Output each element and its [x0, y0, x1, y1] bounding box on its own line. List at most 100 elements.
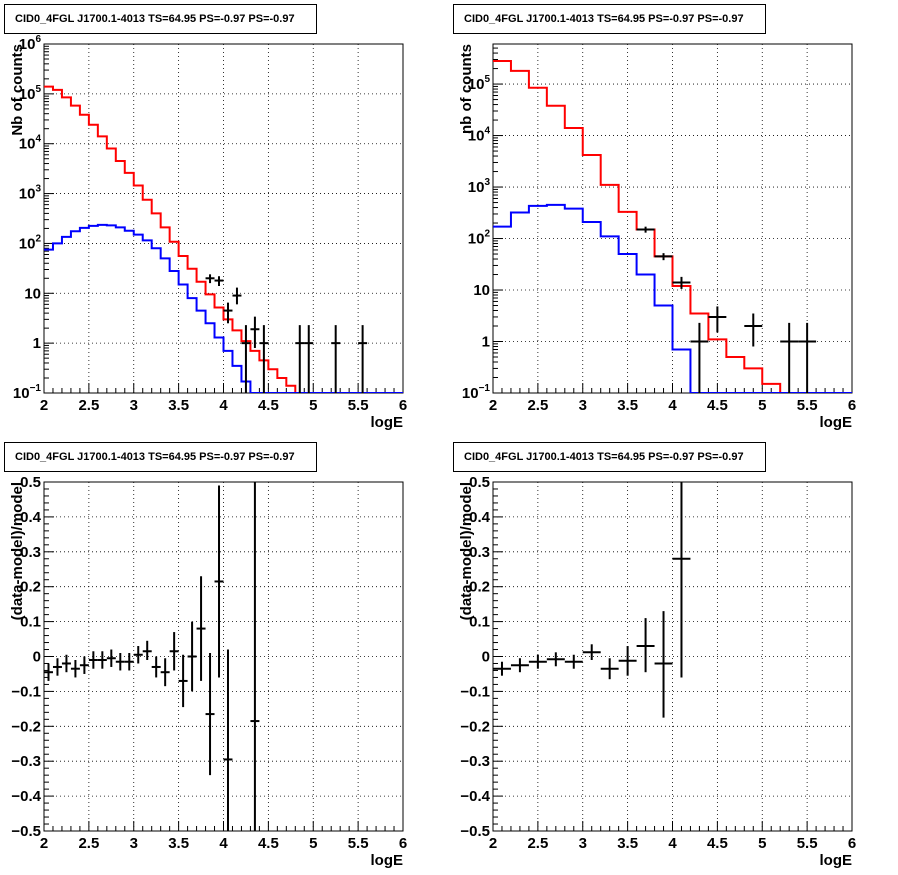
plot-area: [493, 60, 852, 393]
axis-ticks: [43, 481, 404, 832]
x-tick-label: 3: [130, 397, 138, 414]
data-point: [798, 322, 817, 393]
data-point: [151, 656, 161, 678]
y-tick-label: −0.1: [460, 683, 490, 700]
x-tick-label: 5: [309, 835, 317, 852]
series-0-step-line: [44, 85, 403, 393]
x-tick-label: 2: [489, 397, 497, 414]
data-point: [636, 618, 655, 673]
y-tick-label: 10: [24, 285, 41, 302]
data-point: [618, 646, 637, 676]
data-point: [169, 632, 179, 671]
panel-top-right: 2 2.5 3 3.5 4 4.5 5 5.5 6 10−1 1 10 102 103 104 105 logE…: [449, 0, 898, 437]
x-axis-label: logE: [820, 852, 853, 869]
data-point: [232, 287, 242, 305]
x-tick-label: 4: [668, 835, 677, 852]
chart-title: CID0_4FGL J1700.1-4013 TS=64.95 PS=-0.97…: [453, 4, 766, 34]
data-point: [223, 649, 233, 831]
data-point: [241, 325, 251, 393]
data-point: [250, 482, 260, 831]
data-point: [250, 316, 260, 348]
x-tick-label: 4: [219, 397, 228, 414]
data-point: [528, 654, 547, 669]
chart-title: CID0_4FGL J1700.1-4013 TS=64.95 PS=-0.97…: [4, 442, 317, 472]
x-tick-label: 5.5: [348, 835, 369, 852]
x-tick-label: 2.5: [78, 397, 99, 414]
y-axis-label: nb of counts: [458, 44, 475, 134]
data-point: [106, 649, 116, 667]
y-tick-label: 0.2: [20, 579, 41, 596]
series-1-step-line: [493, 203, 852, 393]
data-point: [187, 621, 197, 692]
y-axis-label: (data-model)/model: [458, 482, 475, 620]
y-tick-label: 0: [33, 649, 41, 666]
x-tick-label: 3: [130, 835, 138, 852]
x-tick-label: 2: [40, 835, 48, 852]
data-point: [654, 611, 673, 718]
y-tick-label: 0.2: [469, 579, 490, 596]
data-point: [214, 485, 224, 678]
x-tick-label: 5.5: [797, 835, 818, 852]
y-tick-label: 10: [473, 282, 490, 299]
panel-bottom-left: 2 2.5 3 3.5 4 4.5 5 5.5 6 −0.5 −0.4 −0.3 −0.2 −0.1 0 0.…: [0, 438, 449, 875]
y-tick-label: 106: [19, 34, 42, 53]
data-point: [654, 253, 673, 261]
y-tick-label: −0.1: [11, 683, 41, 700]
y-tick-label: −0.5: [460, 823, 490, 840]
x-tick-label: 5.5: [797, 397, 818, 414]
grid: [44, 482, 403, 831]
x-tick-label: 5: [309, 397, 317, 414]
plot-area: [44, 482, 260, 831]
data-point: [178, 654, 188, 708]
x-tick-label: 4: [668, 397, 677, 414]
y-tick-label: 10−1: [462, 383, 491, 402]
data-point: [88, 651, 98, 669]
data-point: [115, 653, 125, 671]
data-point: [160, 658, 170, 687]
data-point: [205, 653, 215, 776]
x-tick-label: 4.5: [707, 835, 728, 852]
y-axis-label: Nb of counts: [9, 44, 26, 136]
axis-ticks: [492, 481, 853, 832]
data-point: [690, 322, 709, 393]
x-tick-label: 3.5: [617, 397, 638, 414]
data-point: [44, 663, 53, 681]
series-1-step-line: [44, 223, 403, 393]
axis-ticks: [43, 43, 404, 394]
data-point: [510, 658, 529, 673]
y-tick-label: −0.3: [460, 753, 490, 770]
data-point: [672, 276, 691, 289]
x-axis-label: logE: [820, 414, 853, 431]
data-point: [196, 576, 206, 681]
data-point: [636, 226, 655, 233]
chart-bottom-right: 2 2.5 3 3.5 4 4.5 5 5.5 6 −0.5 −0.4 −0.3 −0.2 −0.1 0 0.…: [458, 474, 856, 869]
data-point: [214, 276, 224, 287]
x-tick-label: 3.5: [168, 835, 189, 852]
x-tick-label: 6: [848, 835, 856, 852]
data-point: [780, 322, 799, 393]
x-tick-label: 4.5: [707, 397, 728, 414]
x-tick-label: 5.5: [348, 397, 369, 414]
panel-top-left: 2 2.5 3 3.5 4 4.5 5 5.5 6 10−1 1 10 102 103 104 105 106 l…: [0, 0, 449, 437]
y-tick-label: 105: [19, 84, 42, 103]
y-tick-label: −0.3: [11, 753, 41, 770]
y-tick-label: 105: [468, 74, 491, 93]
panel-bottom-right: 2 2.5 3 3.5 4 4.5 5 5.5 6 −0.5 −0.4 −0.3 −0.2 −0.1 0 0.…: [449, 438, 898, 875]
x-tick-label: 2: [40, 397, 48, 414]
grid: [493, 482, 852, 831]
y-tick-label: 0.3: [20, 544, 41, 561]
data-point: [133, 646, 143, 664]
x-tick-label: 2.5: [527, 397, 548, 414]
data-point: [223, 302, 233, 324]
chart-top-left: 2 2.5 3 3.5 4 4.5 5 5.5 6 10−1 1 10 102 103 104 105 106 l…: [9, 34, 407, 431]
data-point: [79, 656, 89, 674]
x-tick-label: 5: [758, 835, 766, 852]
x-axis-label: logE: [371, 414, 404, 431]
data-point: [295, 325, 305, 393]
y-tick-label: 0.5: [469, 474, 490, 491]
x-tick-label: 3: [579, 835, 587, 852]
x-tick-label: 3: [579, 397, 587, 414]
y-tick-label: 0: [482, 649, 490, 666]
data-point: [546, 652, 565, 667]
y-tick-label: −0.2: [460, 718, 490, 735]
